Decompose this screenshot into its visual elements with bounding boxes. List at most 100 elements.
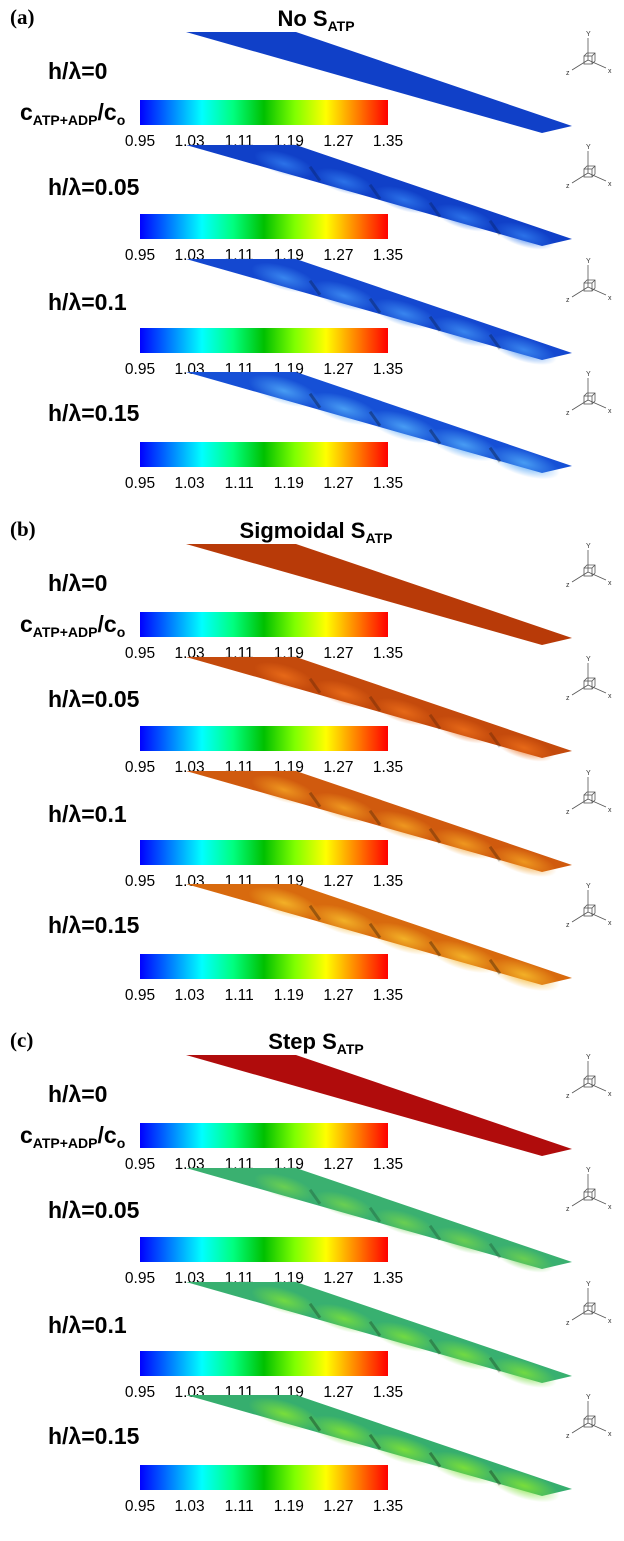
surface-bump	[428, 428, 500, 462]
colorbar-tick-label: 0.95	[125, 247, 155, 264]
colorbar-tick-label: 1.27	[323, 1156, 353, 1173]
surface-crease	[308, 904, 322, 921]
surface-bump	[254, 1172, 314, 1201]
axis-y-label: Y	[586, 258, 591, 265]
colorbar: 0.95 1.03 1.11 1.19 1.27 1.35	[125, 726, 403, 776]
surface-crease	[488, 845, 502, 862]
colorbar-title: cATP+ADP/co	[20, 1122, 125, 1151]
colorbar-tick-label: 1.19	[274, 475, 304, 492]
surface-crease	[428, 827, 442, 844]
axis-y-label: Y	[586, 543, 591, 550]
surface-strip	[186, 1168, 572, 1273]
panel-title: No SATP	[277, 6, 354, 34]
surface-bump	[494, 221, 554, 250]
colorbar-tick-label: 1.03	[175, 1498, 205, 1515]
surface-crease	[428, 201, 442, 218]
colorbar-tick-label: 0.95	[125, 1156, 155, 1173]
axis-y-label: Y	[586, 1054, 591, 1061]
axes-triad-icon: Yx z	[566, 656, 612, 702]
colorbar-tick-label: 1.27	[323, 1384, 353, 1401]
axis-y-label: Y	[586, 883, 591, 890]
panel: (c) Step SATP h/λ=0 0.95 1.03 1.11 1.19 1.27 1.3…	[10, 1028, 612, 1515]
colorbar-tick-label: 1.27	[323, 645, 353, 662]
surface-crease	[368, 809, 382, 826]
colorbar-tick-label: 1.03	[175, 987, 205, 1004]
colorbar-tick-label: 1.35	[373, 1270, 403, 1287]
surface-crease	[428, 1224, 442, 1241]
surface-crease	[308, 1415, 322, 1432]
colorbar-tick-label: 1.35	[373, 1156, 403, 1173]
surface-bump	[488, 1469, 560, 1503]
surface-crease	[488, 219, 502, 236]
surface-crease	[428, 428, 442, 445]
colorbar-gradient	[140, 328, 388, 353]
colorbar-gradient	[140, 1351, 388, 1376]
surface-bump	[308, 904, 380, 938]
surface-bump	[248, 1397, 320, 1431]
colorbar-gradient	[140, 1237, 388, 1262]
axis-z-label: z	[566, 1206, 570, 1213]
axes-triad-icon: Yx z	[566, 1281, 612, 1327]
axis-z-label: z	[566, 1093, 570, 1100]
colorbar-tick-label: 0.95	[125, 645, 155, 662]
colorbar-tick-label: 0.95	[125, 873, 155, 890]
axis-z-label: z	[566, 582, 570, 589]
surface-crease	[308, 791, 322, 808]
colorbar-tick-label: 1.35	[373, 873, 403, 890]
colorbar-tick-label: 1.35	[373, 475, 403, 492]
row-label: h/λ=0.1	[48, 289, 127, 315]
axis-z-label: z	[566, 695, 570, 702]
surface-bump	[308, 1415, 380, 1449]
colorbar-tick-label: 0.95	[125, 759, 155, 776]
axis-z-label: z	[566, 922, 570, 929]
surface-bump	[434, 1226, 494, 1255]
axis-z-label: z	[566, 410, 570, 417]
colorbar-tick-label: 0.95	[125, 1498, 155, 1515]
surface-crease	[368, 410, 382, 427]
panel-letter: (c)	[10, 1028, 33, 1052]
colorbar-title: cATP+ADP/co	[20, 611, 125, 640]
axis-x-label: x	[608, 693, 612, 700]
surface-bump	[251, 774, 317, 805]
surface-crease	[368, 1433, 382, 1450]
colorbar-tick-label: 0.95	[125, 1384, 155, 1401]
surface-bump	[371, 810, 437, 841]
colorbar-tick-label: 1.35	[373, 247, 403, 264]
surface-bump	[374, 1208, 434, 1237]
colorbar-tick-label: 0.95	[125, 475, 155, 492]
colorbar: 0.95 1.03 1.11 1.19 1.27 1.35	[125, 1237, 403, 1287]
panel-letter: (b)	[10, 517, 36, 541]
surface-bump	[311, 1303, 377, 1334]
colorbar-tick-label: 1.27	[323, 873, 353, 890]
row-label: h/λ=0	[48, 1081, 107, 1107]
colorbar-tick-label: 1.27	[323, 133, 353, 150]
surface-crease	[488, 446, 502, 463]
axis-y-label: Y	[586, 656, 591, 663]
surface-crease	[488, 731, 502, 748]
axes-triad-icon: Yx z	[566, 543, 612, 589]
surface-bump	[434, 715, 494, 744]
surface-strip	[186, 259, 572, 365]
axis-z-label: z	[566, 297, 570, 304]
colorbar-tick-label: 1.35	[373, 1498, 403, 1515]
surface-bump	[314, 167, 374, 196]
surface-crease	[488, 958, 502, 975]
colorbar-tick-label: 1.35	[373, 361, 403, 378]
surface-bump	[308, 392, 380, 426]
surface-strip	[186, 32, 572, 133]
axis-y-label: Y	[586, 31, 591, 38]
surface-crease	[368, 922, 382, 939]
axis-x-label: x	[608, 1318, 612, 1325]
colorbar-tick-label: 1.11	[225, 475, 254, 492]
surface-crease	[368, 297, 382, 314]
surface-bump	[368, 922, 440, 956]
surface-crease	[488, 1469, 502, 1486]
axis-y-label: Y	[586, 144, 591, 151]
axis-y-label: Y	[586, 1394, 591, 1401]
surface-bump	[488, 958, 560, 992]
surface-strip	[186, 1055, 572, 1156]
surface-bump	[431, 828, 497, 859]
surface-bump	[254, 149, 314, 178]
